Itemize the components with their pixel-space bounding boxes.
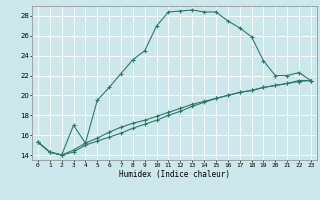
- X-axis label: Humidex (Indice chaleur): Humidex (Indice chaleur): [119, 170, 230, 179]
